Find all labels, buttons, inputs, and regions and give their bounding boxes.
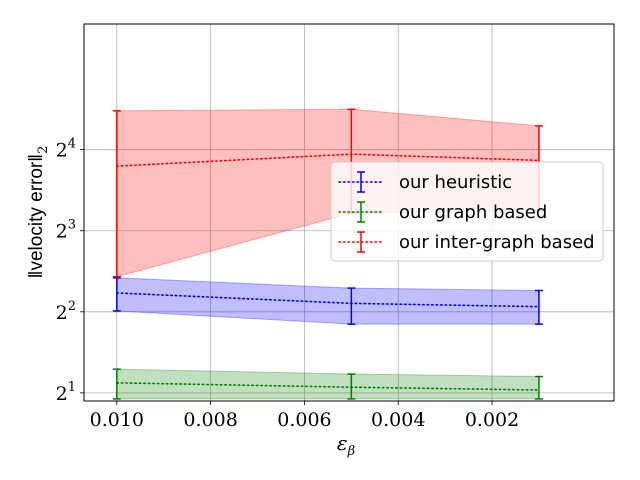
y-tick-base: 2 xyxy=(56,140,68,162)
y-tick-label: 21 xyxy=(56,380,76,405)
x-axis-ticks: 0.010 0.008 0.006 0.004 0.002 xyxy=(90,401,519,431)
y-axis-label-sub: 2 xyxy=(36,146,51,154)
y-tick-exponent: 4 xyxy=(68,137,76,152)
y-tick-base: 2 xyxy=(56,221,68,243)
legend-label: our graph based xyxy=(399,202,547,223)
x-tick-label: 0.006 xyxy=(277,409,331,431)
y-tick-base: 2 xyxy=(56,302,68,324)
grid-lines xyxy=(84,24,614,401)
y-tick-exponent: 3 xyxy=(68,218,76,233)
plot-frame xyxy=(83,23,615,402)
legend-box xyxy=(330,161,604,262)
y-tick-exponent: 1 xyxy=(68,380,76,395)
x-tick-label: 0.010 xyxy=(90,409,144,431)
legend: our heuristic our graph based our inter-gr… xyxy=(330,161,604,262)
x-tick-label: 0.004 xyxy=(371,409,425,431)
y-tick-label: 24 xyxy=(56,137,76,162)
y-axis-label-main: ‖velocity error‖ xyxy=(26,154,47,278)
x-tick-label: 0.008 xyxy=(183,409,237,431)
y-tick-exponent: 2 xyxy=(68,299,76,314)
y-tick-base: 2 xyxy=(56,383,68,405)
y-axis-label: ‖velocity error‖2 xyxy=(26,146,51,279)
x-tick-label: 0.002 xyxy=(465,409,519,431)
x-axis-label: εβ xyxy=(337,431,355,459)
legend-label: our inter-graph based xyxy=(399,232,595,253)
y-tick-label: 23 xyxy=(56,218,76,243)
legend-label: our heuristic xyxy=(399,172,512,193)
x-axis-label-sub: β xyxy=(347,444,356,459)
x-axis-label-main: ε xyxy=(337,431,348,455)
y-tick-label: 22 xyxy=(56,299,76,324)
